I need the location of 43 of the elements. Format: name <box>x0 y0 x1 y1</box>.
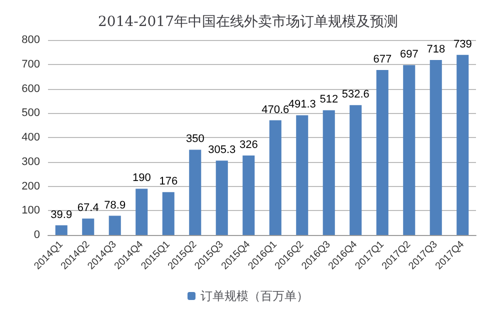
data-label: 305.3 <box>208 144 236 156</box>
data-label: 718 <box>426 43 446 56</box>
bar <box>82 218 94 235</box>
data-label: 677 <box>373 53 392 66</box>
y-tick-label: 700 <box>22 58 40 70</box>
data-label: 39.9 <box>50 208 72 221</box>
bar <box>322 110 335 235</box>
bar <box>55 225 68 235</box>
data-label: 470.6 <box>262 104 290 116</box>
y-tick-label: 600 <box>22 82 40 95</box>
data-label: 350 <box>186 133 204 146</box>
bar <box>350 105 362 235</box>
y-tick-label: 200 <box>22 180 40 192</box>
y-tick-label: 500 <box>22 107 40 120</box>
bar <box>136 188 148 235</box>
data-label: 67.4 <box>77 202 99 214</box>
data-label: 176 <box>159 176 178 188</box>
bar <box>430 60 442 235</box>
bar <box>269 120 282 235</box>
legend-label: 订单规模（百万单） <box>200 289 308 303</box>
data-label: 532.6 <box>342 88 370 101</box>
bar <box>242 156 255 235</box>
bar <box>108 216 121 235</box>
bar <box>162 192 174 235</box>
bar <box>189 150 202 235</box>
data-label: 326 <box>239 139 258 152</box>
data-label: 190 <box>132 172 151 184</box>
data-label: 697 <box>400 48 418 61</box>
bar <box>376 70 388 235</box>
chart-title: 2014-2017年中国在线外卖市场订单规模及预测 <box>98 14 398 30</box>
bar <box>403 65 416 235</box>
y-tick-label: 800 <box>22 34 40 46</box>
y-tick-label: 300 <box>22 156 40 168</box>
y-tick-label: 400 <box>22 132 40 144</box>
bar <box>456 54 469 235</box>
y-tick-label: 0 <box>34 229 40 241</box>
bar <box>296 115 308 235</box>
data-label: 78.9 <box>104 199 126 212</box>
bar <box>216 160 228 235</box>
data-label: 739 <box>453 38 472 50</box>
y-tick-label: 100 <box>22 204 40 217</box>
data-label: 512 <box>320 94 338 106</box>
data-label: 491.3 <box>288 98 316 111</box>
